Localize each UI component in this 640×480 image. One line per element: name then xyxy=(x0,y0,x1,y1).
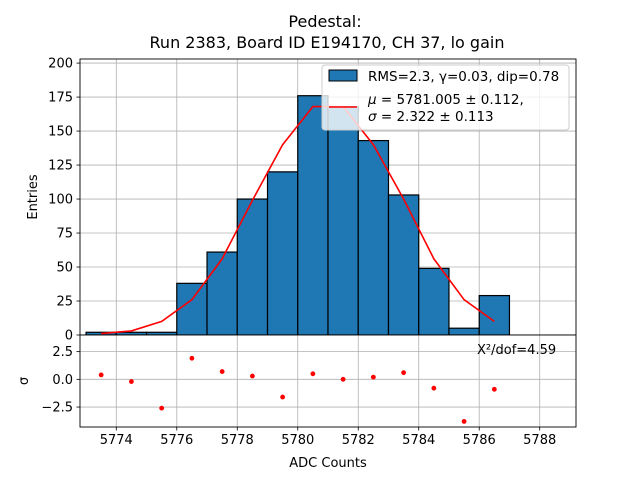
bottom-x-tick-label: 5788 xyxy=(523,433,556,448)
top-y-tick-label: 150 xyxy=(48,125,73,140)
histogram-bar xyxy=(176,282,208,336)
bottom-x-tick-label: 5776 xyxy=(160,433,193,448)
bottom-x-tick-label: 5780 xyxy=(281,433,314,448)
top-y-tick-label: 125 xyxy=(48,159,73,174)
legend-mu-value: = 5781.005 ± 0.112, xyxy=(377,92,524,108)
residual-point xyxy=(98,372,104,378)
residual-point xyxy=(370,374,376,380)
bottom-y-tick-label: −2.5 xyxy=(41,401,73,416)
bottom-y-tick-label: 0.0 xyxy=(52,373,73,388)
bottom-plot-area xyxy=(80,335,576,427)
chi2-annotation: Χ²/dof=4.59 xyxy=(477,343,556,358)
legend-box xyxy=(321,64,570,131)
histogram-bar xyxy=(357,139,390,336)
legend-fit-line1: μ = 5781.005 ± 0.112, xyxy=(367,92,524,108)
legend-mu-symbol: μ xyxy=(367,92,377,108)
legend-hist-swatch xyxy=(328,69,358,82)
residual-point xyxy=(431,385,437,391)
residual-point xyxy=(249,373,255,379)
residuals-panel: 5774 5776 5778 5780 5782 5784 5786 5788 −2.5 0.0 2… xyxy=(41,334,577,448)
legend-sigma-symbol: σ xyxy=(368,109,377,125)
top-y-tick-label: 0 xyxy=(65,329,73,344)
residual-point xyxy=(401,370,407,376)
top-y-tick-label: 175 xyxy=(48,91,73,106)
top-y-tick-label: 100 xyxy=(48,193,73,208)
sigma-axis-label: σ xyxy=(17,377,32,385)
bottom-x-tick-label: 5778 xyxy=(221,433,254,448)
residual-point xyxy=(310,371,316,377)
adc-counts-axis-label: ADC Counts xyxy=(289,456,367,471)
residual-point xyxy=(189,355,195,361)
histogram-bar xyxy=(206,251,238,336)
residual-point xyxy=(340,376,346,382)
top-y-tick-label: 50 xyxy=(56,261,73,276)
legend-fit-line2: σ = 2.322 ± 0.113 xyxy=(368,109,494,125)
histogram-bar xyxy=(327,105,359,336)
residual-point xyxy=(461,419,467,424)
chart-title-line2: Run 2383, Board ID E194170, CH 37, lo ga… xyxy=(150,33,505,52)
bottom-y-tick-label: 2.5 xyxy=(52,345,73,360)
histogram-bar xyxy=(266,171,299,336)
legend-sigma-value: = 2.322 ± 0.113 xyxy=(377,109,494,125)
top-y-tick-label: 200 xyxy=(48,57,73,72)
bottom-x-tick-label: 5774 xyxy=(100,433,133,448)
fit-curve xyxy=(101,105,495,335)
bottom-plot-frame xyxy=(79,334,577,428)
bottom-x-tick-label: 5782 xyxy=(342,433,375,448)
entries-axis-label: Entries xyxy=(26,174,41,220)
histogram-bar xyxy=(297,95,329,336)
top-y-tick-label: 25 xyxy=(56,295,73,310)
histogram-bar xyxy=(448,327,480,336)
bottom-x-tick-label: 5784 xyxy=(402,433,435,448)
residual-point xyxy=(491,386,497,392)
histogram-bar xyxy=(418,267,450,336)
residual-point xyxy=(219,369,225,374)
residual-point xyxy=(280,394,286,400)
legend: RMS=2.3, γ=0.03, dip=0.78 μ = 5781.005 ±… xyxy=(321,64,570,131)
bottom-x-tick-label: 5786 xyxy=(463,433,496,448)
histogram-bar xyxy=(387,194,420,336)
legend-hist-label: RMS=2.3, γ=0.03, dip=0.78 xyxy=(368,69,559,85)
top-y-tick-label: 75 xyxy=(56,227,73,242)
residual-point xyxy=(159,405,165,411)
chart-title-line1: Pedestal: xyxy=(288,12,361,31)
residual-point xyxy=(129,379,134,384)
histogram-bar xyxy=(478,294,511,336)
